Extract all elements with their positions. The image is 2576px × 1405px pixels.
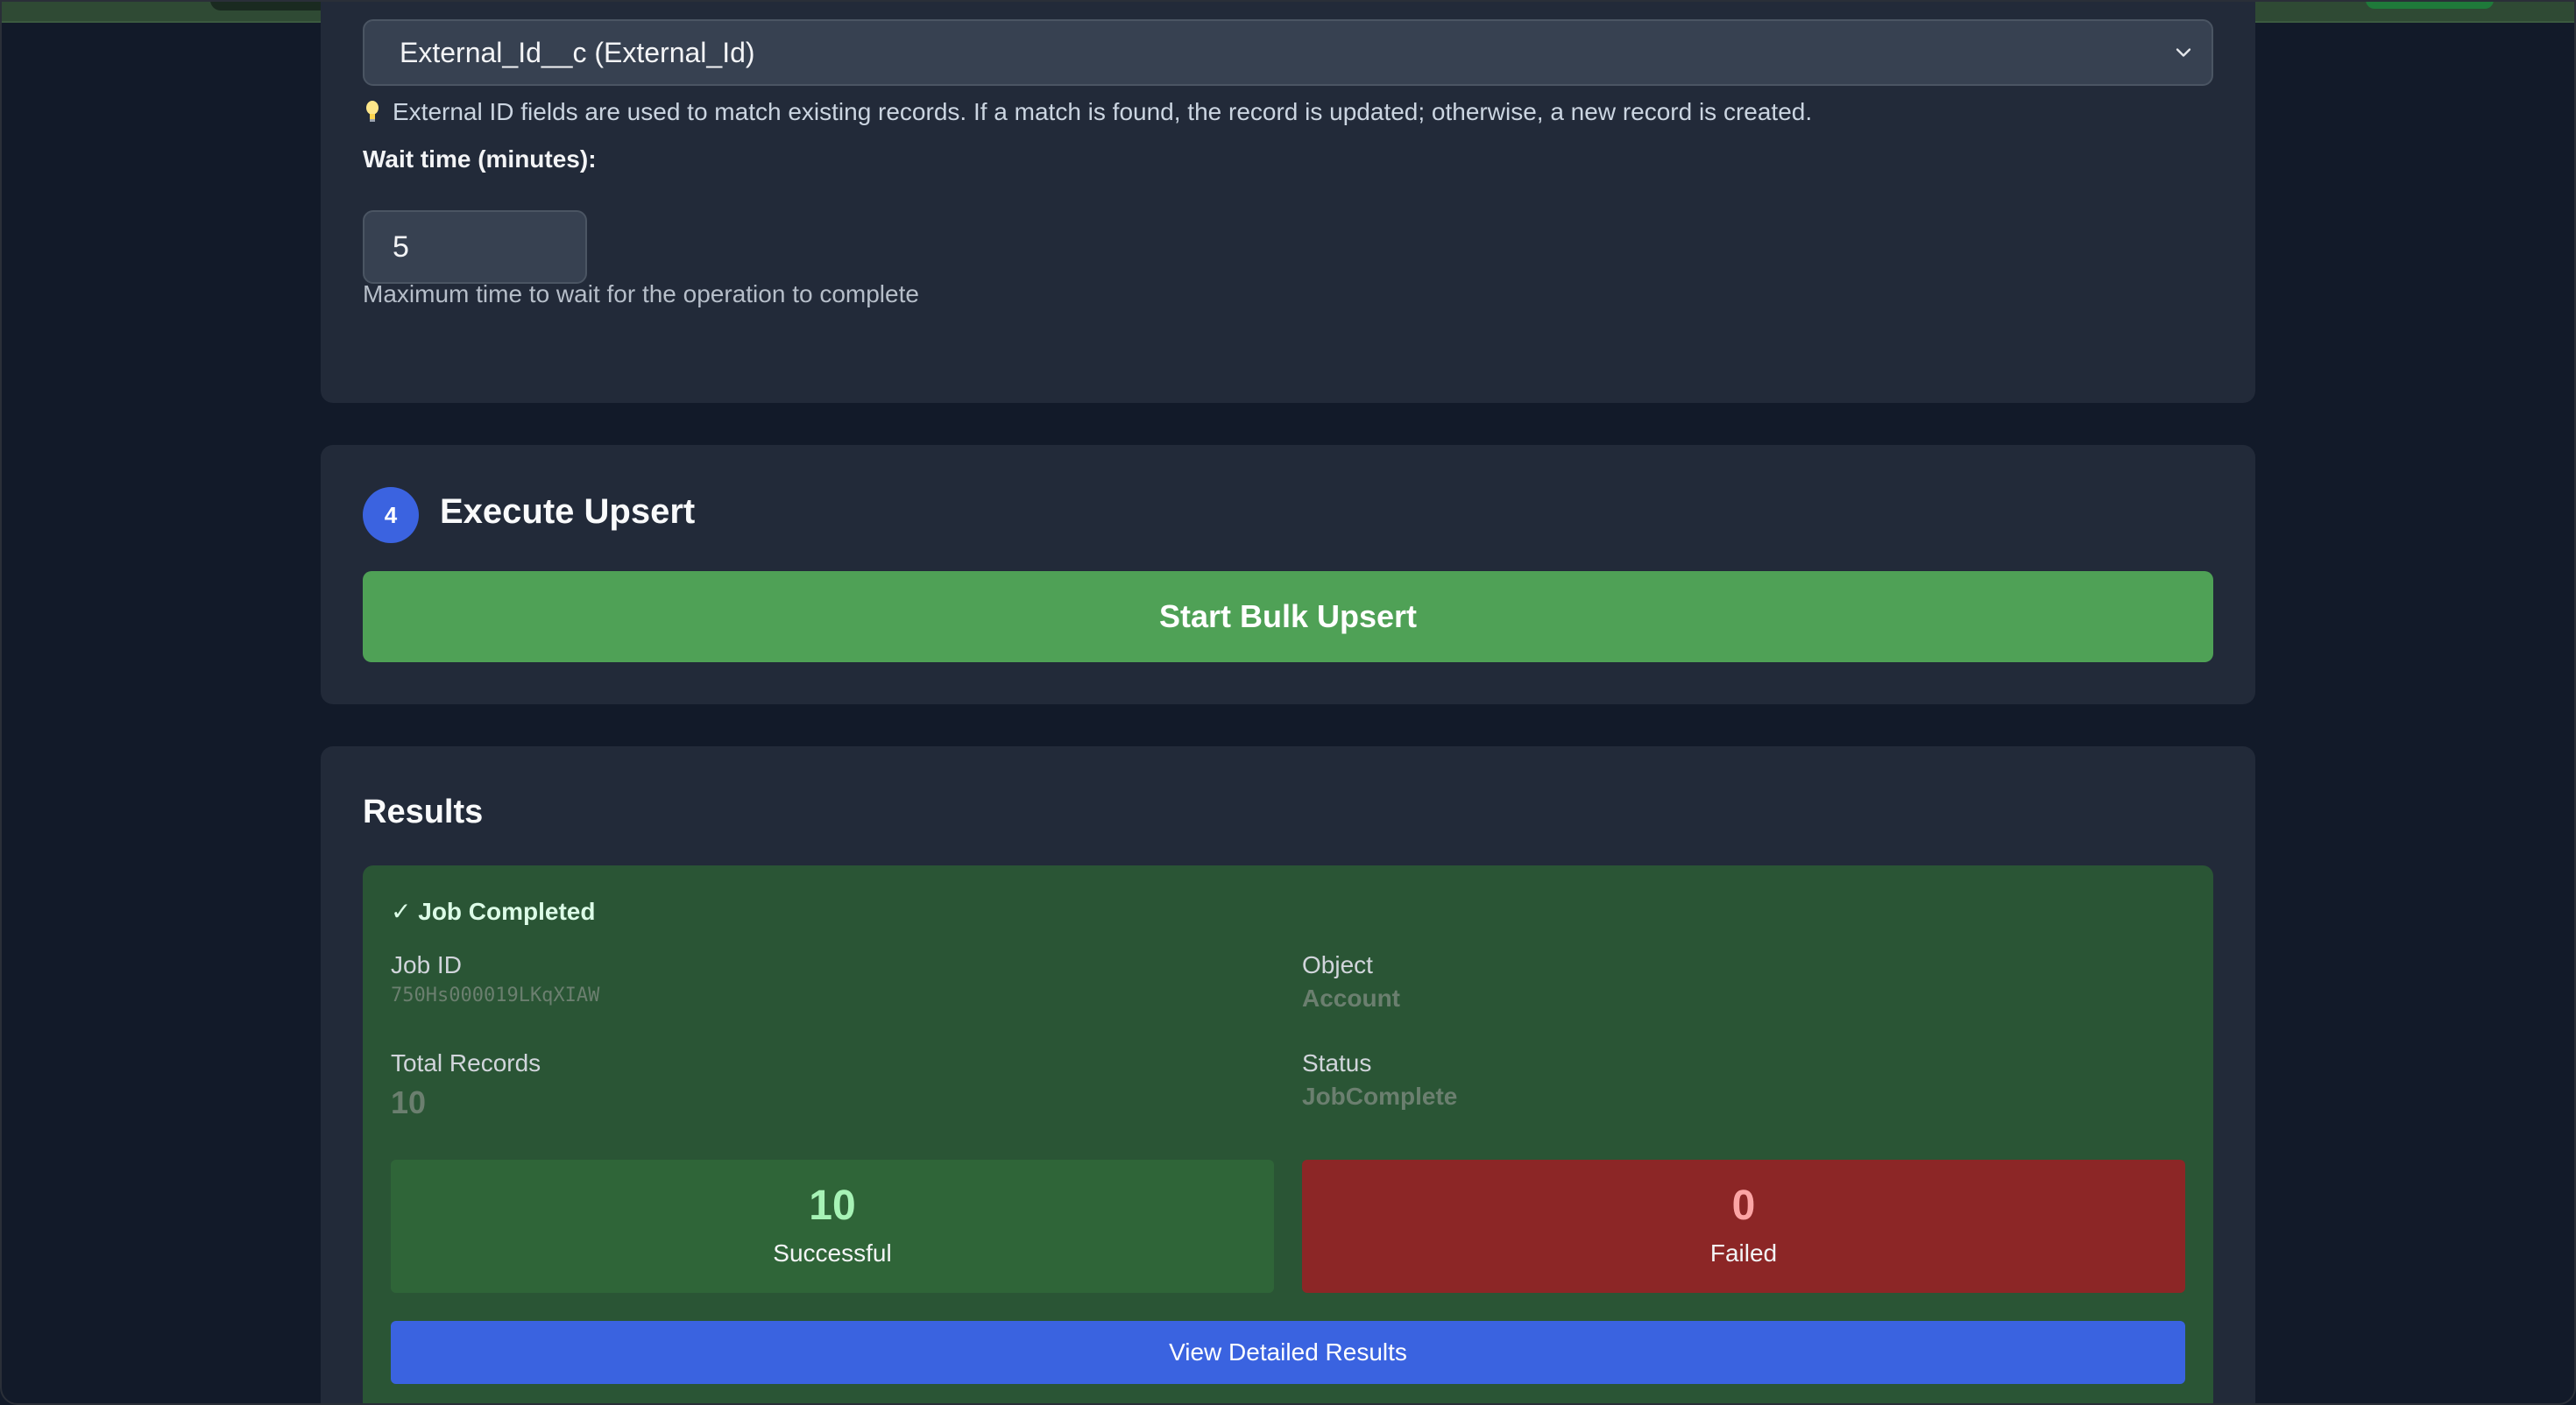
total-records-value: 10	[391, 1084, 427, 1120]
total-records-label: Total Records	[391, 1049, 541, 1077]
successful-label: Successful	[773, 1239, 892, 1267]
job-result-panel: ✓ Job Completed Job ID 750Hs000019LKqXIA…	[363, 865, 2213, 1405]
step-number-badge: 4	[363, 487, 419, 543]
external-id-hint: External ID fields are used to match exi…	[363, 98, 1812, 126]
job-id-value: 750Hs000019LKqXIAW	[391, 985, 600, 1006]
wait-time-label: Wait time (minutes):	[363, 145, 597, 173]
external-id-hint-text: External ID fields are used to match exi…	[393, 98, 1813, 125]
section-title: Execute Upsert	[440, 492, 696, 531]
successful-stat: 10 Successful	[391, 1160, 1274, 1293]
external-id-select-value: External_Id__c (External_Id)	[400, 36, 755, 68]
job-status-heading: ✓ Job Completed	[391, 898, 596, 925]
successful-count: 10	[809, 1183, 856, 1229]
job-id-label: Job ID	[391, 951, 462, 978]
chevron-down-icon	[2176, 48, 2191, 57]
external-id-select[interactable]: External_Id__c (External_Id)	[363, 19, 2213, 86]
results-title: Results	[363, 794, 484, 830]
failed-count: 0	[1731, 1183, 1756, 1229]
results-card: Results ✓ Job Completed Job ID 750Hs0000…	[321, 746, 2255, 1405]
upsert-config-card: External_Id__c (External_Id) External ID…	[321, 0, 2255, 403]
object-label: Object	[1302, 951, 1373, 978]
failed-stat: 0 Failed	[1302, 1160, 2185, 1293]
wait-time-helper: Maximum time to wait for the operation t…	[363, 280, 919, 307]
view-detailed-results-button[interactable]: View Detailed Results	[391, 1321, 2185, 1384]
object-value: Account	[1302, 985, 1400, 1012]
wait-time-input[interactable]	[363, 210, 587, 284]
top-action-pill	[2366, 0, 2494, 9]
execute-upsert-card: 4 Execute Upsert Start Bulk Upsert	[321, 445, 2255, 704]
status-label: Status	[1302, 1049, 1372, 1077]
start-bulk-upsert-button[interactable]: Start Bulk Upsert	[363, 571, 2213, 662]
lightbulb-icon	[366, 101, 379, 122]
status-value: JobComplete	[1302, 1083, 1458, 1110]
failed-label: Failed	[1709, 1239, 1778, 1267]
